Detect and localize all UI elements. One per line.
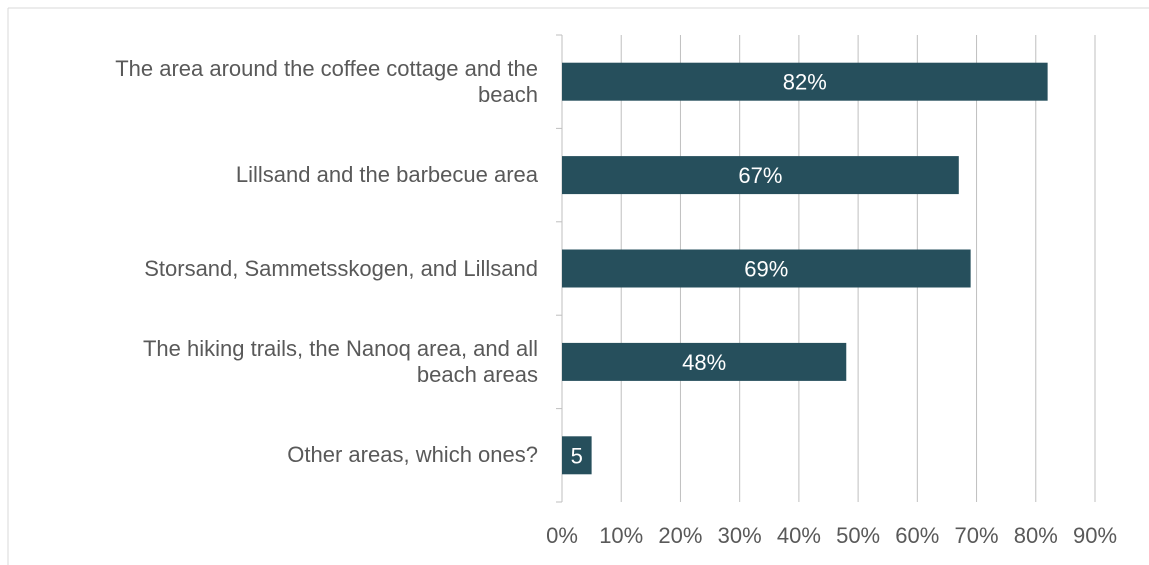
category-label-line: Storsand, Sammetsskogen, and Lillsand (10, 256, 538, 282)
data-label: 5 (571, 443, 583, 468)
category-label-line: The area around the coffee cottage and t… (10, 56, 538, 82)
x-tick-label: 10% (599, 523, 643, 548)
x-axis-ticks: 0% 10% 20% 30% 40% 50% 60% 70% 80% 90% (546, 523, 1117, 548)
category-label: The area around the coffee cottage and t… (10, 56, 538, 108)
x-tick-label: 60% (895, 523, 939, 548)
data-label: 48% (682, 350, 726, 375)
category-label-line: Lillsand and the barbecue area (10, 162, 538, 188)
category-label: Lillsand and the barbecue area (10, 162, 538, 188)
category-label-line: beach areas (10, 362, 538, 388)
data-label: 69% (744, 257, 788, 282)
category-label: The hiking trails, the Nanoq area, and a… (10, 336, 538, 388)
x-tick-label: 80% (1014, 523, 1058, 548)
x-tick-label: 50% (836, 523, 880, 548)
x-tick-label: 70% (955, 523, 999, 548)
x-tick-label: 90% (1073, 523, 1117, 548)
x-tick-label: 0% (546, 523, 578, 548)
x-tick-label: 30% (718, 523, 762, 548)
category-label-line: beach (10, 82, 538, 108)
category-label: Other areas, which ones? (10, 442, 538, 468)
data-label: 82% (783, 70, 827, 95)
x-tick-label: 20% (658, 523, 702, 548)
data-label: 67% (738, 163, 782, 188)
bars: 82% 67% 69% 48% 5 (562, 63, 1048, 475)
x-tick-label: 40% (777, 523, 821, 548)
category-label-line: Other areas, which ones? (10, 442, 538, 468)
category-label-line: The hiking trails, the Nanoq area, and a… (10, 336, 538, 362)
category-label: Storsand, Sammetsskogen, and Lillsand (10, 256, 538, 282)
